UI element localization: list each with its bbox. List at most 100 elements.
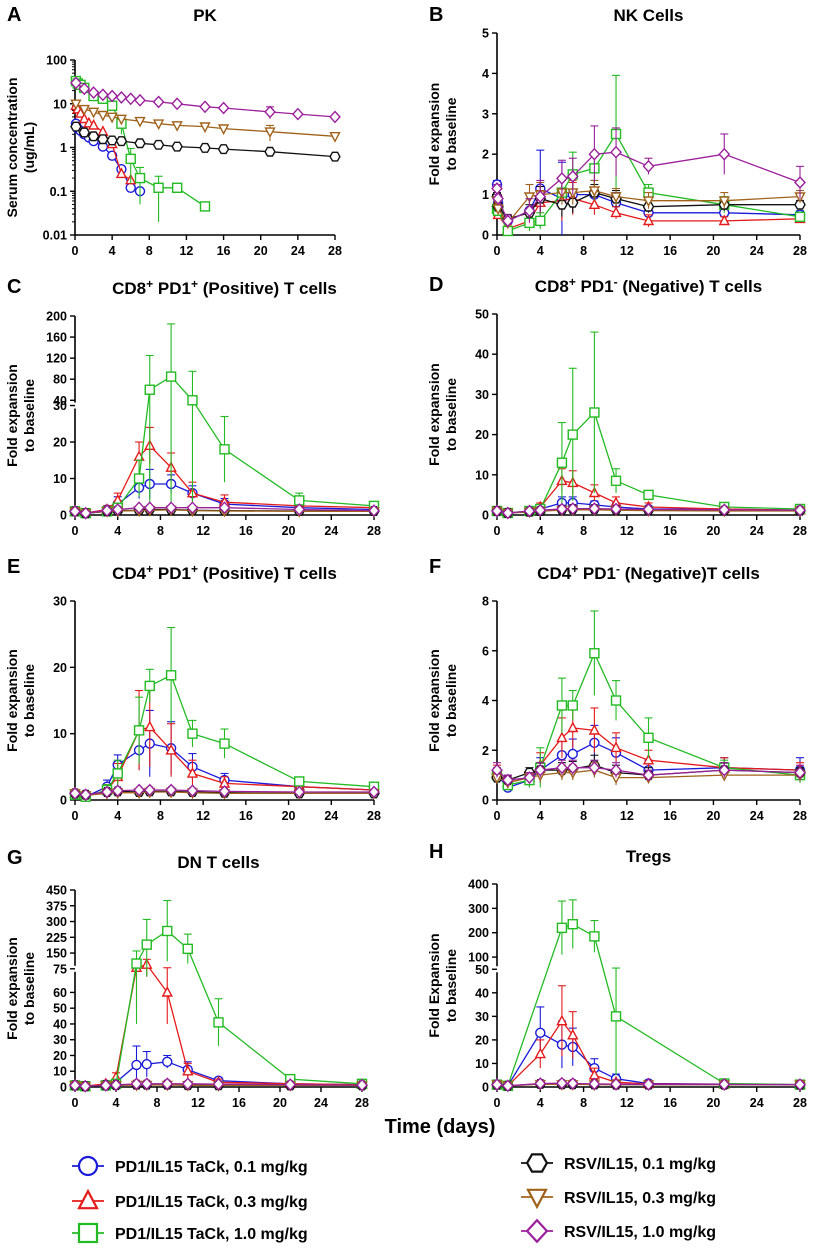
data-point [566,502,579,516]
y-tick-label-C: 120 [46,352,67,366]
legend-marker-icon [77,1222,99,1244]
data-point [556,1076,568,1090]
data-point [217,144,230,155]
data-point [182,943,193,955]
legend-label: RSV/IL15, 0.1 mg/kg [564,1156,716,1173]
x-tick-label-B: 16 [663,244,677,258]
data-point [556,761,568,775]
data-point [115,136,128,147]
data-point [165,371,177,382]
data-point [78,127,91,138]
panel-title-C: CD8+ PD1+ (Positive) T cells [112,277,337,298]
x-tick-label-A: 20 [254,244,268,258]
x-tick-label-E: 0 [72,809,79,823]
data-point [718,763,731,777]
data-point [566,169,579,183]
panel-label-B: B [429,4,443,26]
x-tick-label-H: 4 [537,1096,544,1110]
axes-D [496,314,800,516]
data-point [642,768,655,782]
y-tick-label-B: 4 [482,67,489,81]
y-tick-label-D: 30 [475,388,489,402]
y-tick-label-H: 200 [468,926,489,940]
y-tick-label-G: 150 [46,947,67,961]
data-point [217,101,230,115]
data-point [165,670,177,681]
series-H-3 [491,899,806,1092]
panel-title-G: DN T cells [177,853,259,872]
data-point [718,196,730,208]
data-point [134,116,146,128]
data-point [329,131,341,143]
series-A-4 [70,121,341,162]
legend-marker-icon [525,1218,549,1244]
data-point [610,145,622,159]
data-point [182,1064,194,1076]
data-point [556,457,568,468]
data-point [534,1047,546,1059]
data-point [171,141,183,152]
y-tick-label-C: 40 [53,394,67,408]
y-tick-label-G: 10 [53,1065,67,1079]
data-point [186,784,199,798]
x-tick-label-G: 24 [314,1096,328,1110]
data-point [294,776,305,787]
series-line [496,923,801,1087]
y-tick-label-C: 200 [46,310,67,324]
data-point [133,725,145,736]
data-point [134,172,146,184]
y-axis-label-F: Fold expansionto baseline [426,649,459,752]
data-point [642,214,655,226]
data-point [588,198,601,210]
y-axis-label-G: Fold expansionto baseline [4,937,37,1040]
panel-label-F: F [429,556,441,578]
series-A-6 [70,76,341,124]
panel-C: C CD8+ PD1+ (Positive) T cells Fold expans… [4,276,381,538]
x-tick-label-F: 16 [663,809,677,823]
x-tick-label-H: 16 [663,1096,677,1110]
y-tick-label-E: 10 [53,727,67,741]
x-tick-label-B: 0 [494,244,501,258]
panel-title-B: NK Cells [614,6,684,25]
data-point [643,489,654,501]
data-point [143,783,156,797]
x-tick-label-H: 8 [580,1096,587,1110]
data-point [115,114,128,126]
x-tick-label-D: 28 [793,524,807,538]
data-point [106,100,118,111]
data-point [610,475,622,487]
data-point [588,502,601,516]
data-point [718,1077,731,1091]
series-C-6 [69,501,380,520]
data-point [567,721,579,733]
y-tick-label-B: 2 [482,148,489,162]
series-A-5 [70,99,341,143]
axes-G [74,890,362,1088]
data-point [187,728,198,739]
x-tick-label-D: 24 [750,524,764,538]
data-point [144,720,156,732]
x-tick-label-G: 4 [113,1096,120,1110]
common-x-axis-label: Time (days) [385,1116,496,1138]
panel-title-D: CD8+ PD1- (Negative) T cells [535,275,762,296]
legend-label: PD1/IL15 TaCk, 0.3 mg/kg [115,1194,308,1211]
y-tick-label-C: 0 [60,509,67,523]
y-axis-label-E: Fold expansionto baseline [4,649,37,752]
x-tick-label-F: 12 [620,809,634,823]
data-point [97,134,109,145]
series-G-3 [69,899,368,1092]
data-point [187,395,198,406]
x-tick-label-A: 24 [291,244,305,258]
y-tick-label-D: 40 [475,348,489,362]
data-point [501,214,514,228]
data-point [567,429,578,440]
y-tick-label-G: 375 [46,899,67,913]
x-tick-label-F: 20 [706,809,720,823]
data-point [161,1077,174,1091]
data-point [588,147,601,161]
data-point [610,206,622,218]
data-point [501,773,514,787]
